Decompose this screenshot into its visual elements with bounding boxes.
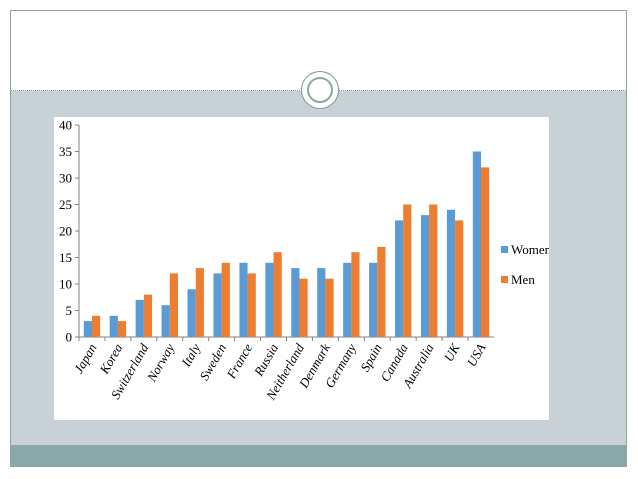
bar-women: [83, 321, 92, 337]
bar-women: [369, 262, 378, 337]
bar-women: [446, 209, 456, 337]
bar-women: [420, 215, 430, 337]
y-tick-label: 5: [66, 303, 73, 318]
bar-men: [91, 315, 101, 337]
bar-men: [143, 294, 153, 337]
legend-label-women: Women: [511, 242, 549, 257]
bar-men: [325, 278, 334, 337]
bar-women: [135, 299, 144, 337]
chart-panel: 0 5 10 15 20 25 30 35 40 Japan Korea Switzerland Nor…: [54, 117, 549, 420]
bar-men: [247, 273, 256, 337]
x-category-label: Japan: [71, 341, 100, 376]
bar-chart: 0510152025303540JapanKoreaSwitzerlandNor…: [59, 118, 549, 404]
decorative-circle-icon: [301, 71, 339, 109]
bar-women: [395, 220, 404, 337]
y-tick-label: 15: [59, 250, 72, 265]
bar-women: [187, 289, 196, 337]
bar-women: [265, 262, 274, 337]
x-category-label: UK: [441, 340, 464, 364]
content-area: 0 5 10 15 20 25 30 35 40 Japan Korea Switzerland Nor…: [11, 91, 626, 445]
bar-men: [299, 278, 308, 337]
bar-men: [481, 167, 490, 337]
legend-swatch-women: [501, 246, 508, 253]
bar-women: [109, 315, 118, 337]
bar-women: [317, 268, 326, 337]
y-tick-label: 35: [59, 144, 72, 159]
bar-men: [377, 246, 386, 337]
bar-women: [161, 305, 170, 337]
bar-men: [117, 321, 127, 337]
x-category-label: France: [223, 341, 255, 382]
decorative-inner-circle: [307, 77, 333, 103]
slide: 0 5 10 15 20 25 30 35 40 Japan Korea Switzerland Nor…: [10, 10, 627, 467]
legend-label-men: Men: [511, 272, 535, 287]
bar-men: [221, 262, 230, 337]
x-category-label: Sweden: [196, 341, 229, 383]
bar-men: [403, 204, 412, 337]
y-tick-label: 40: [59, 118, 72, 133]
legend-swatch-men: [501, 276, 508, 283]
x-category-label: USA: [464, 341, 489, 369]
bar-women: [213, 273, 222, 337]
bar-men: [429, 204, 438, 337]
y-tick-label: 25: [59, 197, 72, 212]
bar-men: [273, 252, 282, 337]
bar-women: [291, 268, 300, 337]
y-tick-label: 20: [59, 224, 72, 239]
y-tick-label: 0: [66, 330, 73, 345]
bar-women: [239, 262, 248, 337]
y-tick-label: 10: [59, 277, 72, 292]
x-category-label: Italy: [178, 341, 204, 370]
bar-men: [195, 268, 204, 337]
y-tick-label: 30: [59, 171, 72, 186]
bar-women: [343, 262, 352, 337]
bar-women: [472, 151, 482, 337]
bar-men: [455, 220, 464, 337]
footer-band: [11, 445, 626, 466]
bar-men: [169, 273, 178, 337]
bar-men: [351, 252, 360, 337]
